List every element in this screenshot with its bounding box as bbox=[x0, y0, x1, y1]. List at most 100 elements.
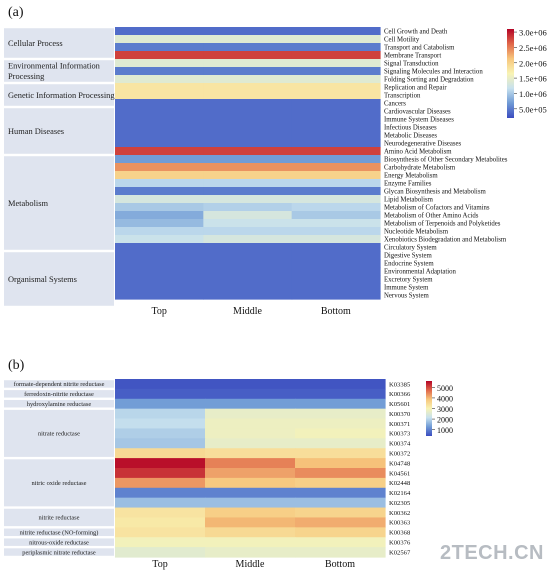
heatmap-cell bbox=[205, 468, 296, 479]
row-label: Glycan Biosynthesis and Metabolism bbox=[384, 188, 486, 195]
heatmap-cell bbox=[115, 59, 204, 68]
group-label-box bbox=[4, 380, 114, 388]
heatmap-cell bbox=[205, 507, 296, 519]
heatmap-cell bbox=[203, 259, 293, 268]
heatmap-cell bbox=[115, 468, 206, 479]
colorbar bbox=[507, 29, 514, 118]
heatmap-cell bbox=[291, 179, 381, 188]
colorbar-tick-label: 2.0e+06 bbox=[519, 58, 547, 68]
heatmap-cell bbox=[115, 408, 206, 420]
heatmap-cell bbox=[291, 267, 381, 276]
heatmap-cell bbox=[203, 83, 293, 92]
heatmap-cell bbox=[203, 75, 293, 84]
heatmap-cell bbox=[203, 203, 293, 212]
heatmap-cell bbox=[203, 267, 293, 276]
colorbar-tick-label: 5000 bbox=[437, 384, 453, 393]
row-label: K00373 bbox=[389, 431, 411, 438]
heatmap-cell bbox=[205, 487, 296, 499]
heatmap-cell bbox=[291, 283, 381, 292]
heatmap-cell bbox=[115, 147, 204, 156]
colorbar-tick-label: 2.5e+06 bbox=[519, 43, 547, 53]
row-label: Infectious Diseases bbox=[384, 124, 437, 131]
heatmap-cell bbox=[115, 428, 206, 439]
row-label: Signal Transduction bbox=[384, 60, 439, 67]
row-label: Cancers bbox=[384, 100, 406, 107]
group-label-box bbox=[4, 60, 114, 82]
row-label: Metabolism of Terpenoids and Polyketides bbox=[384, 220, 501, 227]
row-label: K00372 bbox=[389, 450, 410, 457]
group-label: ferredoxin-nitrite reductase bbox=[24, 391, 94, 398]
heatmap-cell bbox=[291, 227, 381, 236]
row-label: K00363 bbox=[389, 520, 411, 527]
heatmap-cell bbox=[291, 139, 381, 148]
group-label: nitrous-oxide reductase bbox=[29, 539, 89, 546]
row-label: K00374 bbox=[389, 441, 411, 448]
watermark: 2TECH.CN bbox=[439, 542, 544, 564]
heatmap-cell bbox=[291, 51, 381, 60]
heatmap-cell bbox=[295, 468, 386, 479]
row-label: K00376 bbox=[389, 539, 411, 546]
heatmap-cell bbox=[295, 458, 386, 469]
heatmap-cell bbox=[291, 163, 381, 172]
heatmap-cell bbox=[291, 219, 381, 228]
row-label: Metabolic Diseases bbox=[384, 132, 437, 139]
row-label: K04561 bbox=[389, 470, 410, 477]
heatmap-cell bbox=[115, 131, 204, 140]
colorbar-tick-label: 1.0e+06 bbox=[519, 89, 547, 99]
row-label: Excretory System bbox=[384, 276, 433, 283]
colorbar-tick-label: 1000 bbox=[437, 426, 453, 435]
row-label: Lipid Metabolism bbox=[384, 196, 434, 203]
heatmap-cell bbox=[203, 91, 293, 100]
group-label-box bbox=[4, 390, 114, 398]
heatmap-cell bbox=[291, 131, 381, 140]
heatmap-cell bbox=[295, 537, 386, 548]
heatmap-cell bbox=[205, 527, 296, 538]
row-label: Cell Motility bbox=[384, 36, 420, 43]
column-label: Top bbox=[152, 559, 167, 570]
row-label: Transport and Catabolism bbox=[384, 44, 455, 51]
heatmap-cell bbox=[203, 147, 293, 156]
heatmap-cell bbox=[115, 243, 204, 252]
column-label: Top bbox=[151, 306, 166, 317]
heatmap-cell bbox=[205, 398, 296, 410]
heatmap-cell bbox=[295, 379, 386, 390]
heatmap-cell bbox=[115, 487, 206, 499]
heatmap-cell bbox=[203, 27, 293, 36]
heatmap-cell bbox=[205, 438, 296, 449]
row-label: Immune System Diseases bbox=[384, 116, 454, 123]
heatmap-cell bbox=[115, 67, 204, 76]
heatmap-cell bbox=[205, 428, 296, 439]
heatmap-cell bbox=[203, 43, 293, 52]
heatmap-cell bbox=[203, 163, 293, 172]
heatmap-cell bbox=[291, 171, 381, 180]
group-label: hydroxylamine reductase bbox=[27, 401, 92, 408]
row-label: Nucleotide Metabolism bbox=[384, 228, 449, 235]
row-label: Xenobiotics Biodegradation and Metabolis… bbox=[384, 236, 507, 243]
group-label: Genetic Information Processing bbox=[8, 91, 115, 100]
row-label: Environmental Adaptation bbox=[384, 268, 457, 275]
group-label-box bbox=[4, 548, 114, 556]
row-label: Replication and Repair bbox=[384, 84, 447, 91]
heatmap-cell bbox=[291, 195, 381, 204]
heatmap-cell bbox=[205, 517, 296, 528]
group-label-box bbox=[4, 538, 114, 546]
row-label: Immune System bbox=[384, 284, 429, 291]
row-label: K03385 bbox=[389, 381, 411, 388]
colorbar-tick-label: 2000 bbox=[437, 416, 453, 425]
heatmap-cell bbox=[203, 283, 293, 292]
row-label: K00362 bbox=[389, 510, 410, 517]
row-label: Cell Growth and Death bbox=[384, 28, 448, 35]
heatmap-cell bbox=[205, 418, 296, 430]
heatmap-cell bbox=[205, 379, 296, 390]
group-label-box bbox=[4, 84, 114, 106]
heatmap-cell bbox=[291, 107, 381, 116]
row-label: K02448 bbox=[389, 480, 411, 487]
heatmap-cell bbox=[203, 115, 293, 124]
heatmap-cell bbox=[115, 203, 204, 212]
heatmap-cell bbox=[291, 187, 381, 196]
heatmap-cell bbox=[295, 418, 386, 430]
panel-label: (a) bbox=[8, 5, 24, 20]
heatmap-cell bbox=[203, 99, 293, 108]
row-label: K00371 bbox=[389, 421, 410, 428]
